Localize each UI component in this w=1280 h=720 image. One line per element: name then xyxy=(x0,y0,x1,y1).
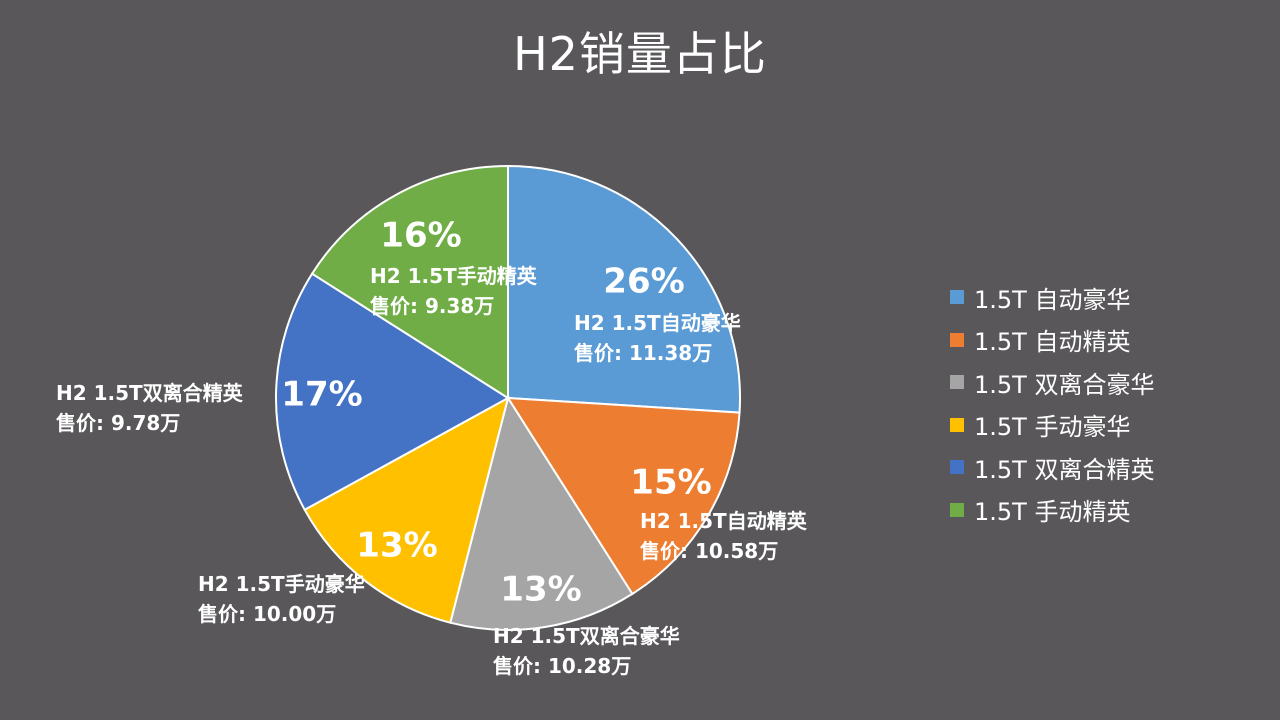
slice-name-label: H2 1.5T双离合豪华 xyxy=(493,624,680,648)
pie-slice xyxy=(506,396,741,596)
slice-name-label: H2 1.5T自动精英 xyxy=(640,509,808,533)
legend-swatch xyxy=(950,460,964,475)
slice-price-label: 售价: 9.78万 xyxy=(56,411,180,435)
pie-slice xyxy=(310,164,509,400)
slice-percent-label: 15% xyxy=(630,463,711,503)
pie-slice xyxy=(507,164,741,414)
legend-item: 1.5T 自动精英 xyxy=(950,319,1270,362)
legend-swatch xyxy=(950,375,964,390)
slice-name-label: H2 1.5T自动豪华 xyxy=(574,311,741,335)
legend-item: 1.5T 自动豪华 xyxy=(950,276,1270,319)
legend-swatch xyxy=(950,417,964,432)
pie-slice xyxy=(275,272,510,512)
slice-price-label: 售价: 10.28万 xyxy=(493,654,631,678)
legend-label: 1.5T 双离合精英 xyxy=(974,455,1155,484)
slice-price-label: 售价: 11.38万 xyxy=(574,341,712,365)
slice-price-label: 售价: 10.58万 xyxy=(640,539,778,563)
legend-item: 1.5T 手动精英 xyxy=(950,489,1270,532)
pie-slice xyxy=(449,395,634,631)
slice-name-label: H2 1.5T双离合精英 xyxy=(56,381,244,405)
legend-item: 1.5T 双离合精英 xyxy=(950,446,1270,489)
legend-label: 1.5T 自动精英 xyxy=(974,328,1131,357)
pie-slice xyxy=(303,396,510,624)
slice-price-label: 售价: 9.38万 xyxy=(370,294,494,318)
slice-percent-label: 26% xyxy=(603,262,684,302)
legend-label: 1.5T 手动豪华 xyxy=(974,413,1131,442)
slice-name-label: H2 1.5T手动精英 xyxy=(370,264,538,288)
chart-title: H2销量占比 xyxy=(513,27,767,81)
legend-item: 1.5T 双离合豪华 xyxy=(950,361,1270,404)
legend-swatch xyxy=(950,502,964,517)
slice-percent-label: 13% xyxy=(500,570,581,610)
legend: 1.5T 自动豪华 1.5T 自动精英 1.5T 双离合豪华 1.5T 手动豪华 1.5… xyxy=(950,276,1270,531)
legend-swatch xyxy=(950,290,964,305)
slice-price-label: 售价: 10.00万 xyxy=(198,602,336,626)
legend-label: 1.5T 自动豪华 xyxy=(974,285,1131,314)
slice-name-label: H2 1.5T手动豪华 xyxy=(198,572,365,596)
slice-percent-label: 17% xyxy=(281,375,362,415)
legend-label: 1.5T 双离合豪华 xyxy=(974,370,1155,399)
slice-percent-label: 13% xyxy=(356,526,437,566)
legend-label: 1.5T 手动精英 xyxy=(974,498,1131,527)
slice-percent-label: 16% xyxy=(380,216,461,256)
legend-item: 1.5T 手动豪华 xyxy=(950,404,1270,447)
legend-swatch xyxy=(950,332,964,347)
